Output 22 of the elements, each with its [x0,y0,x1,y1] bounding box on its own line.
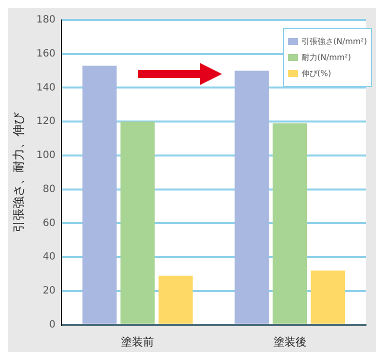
bar [272,123,307,324]
y-tick-label: 40 [42,252,56,263]
y-tick-label: 0 [49,319,56,330]
legend-label: 耐力(N/mm²) [301,52,351,63]
legend-label: 引張強さ(N/mm²) [301,36,367,47]
y-tick-label: 80 [42,184,56,195]
y-tick-label: 120 [36,116,56,128]
y-tick-label: 140 [36,82,56,94]
x-tick-label: 塗装前 [121,335,154,348]
y-tick-label: 100 [36,150,56,162]
bar [82,66,117,324]
y-axis-title: 引張強さ、耐力、伸び [11,111,26,232]
bar [234,70,269,324]
y-tick-label: 180 [36,14,56,26]
bar [158,276,193,324]
y-tick-label: 160 [36,48,56,60]
bar [310,270,346,324]
y-tick-label: 60 [42,218,56,229]
legend-label: 伸び(%) [301,68,332,79]
y-tick-label: 20 [42,286,56,297]
bar [120,122,155,324]
x-tick-label: 塗装後 [273,335,306,348]
